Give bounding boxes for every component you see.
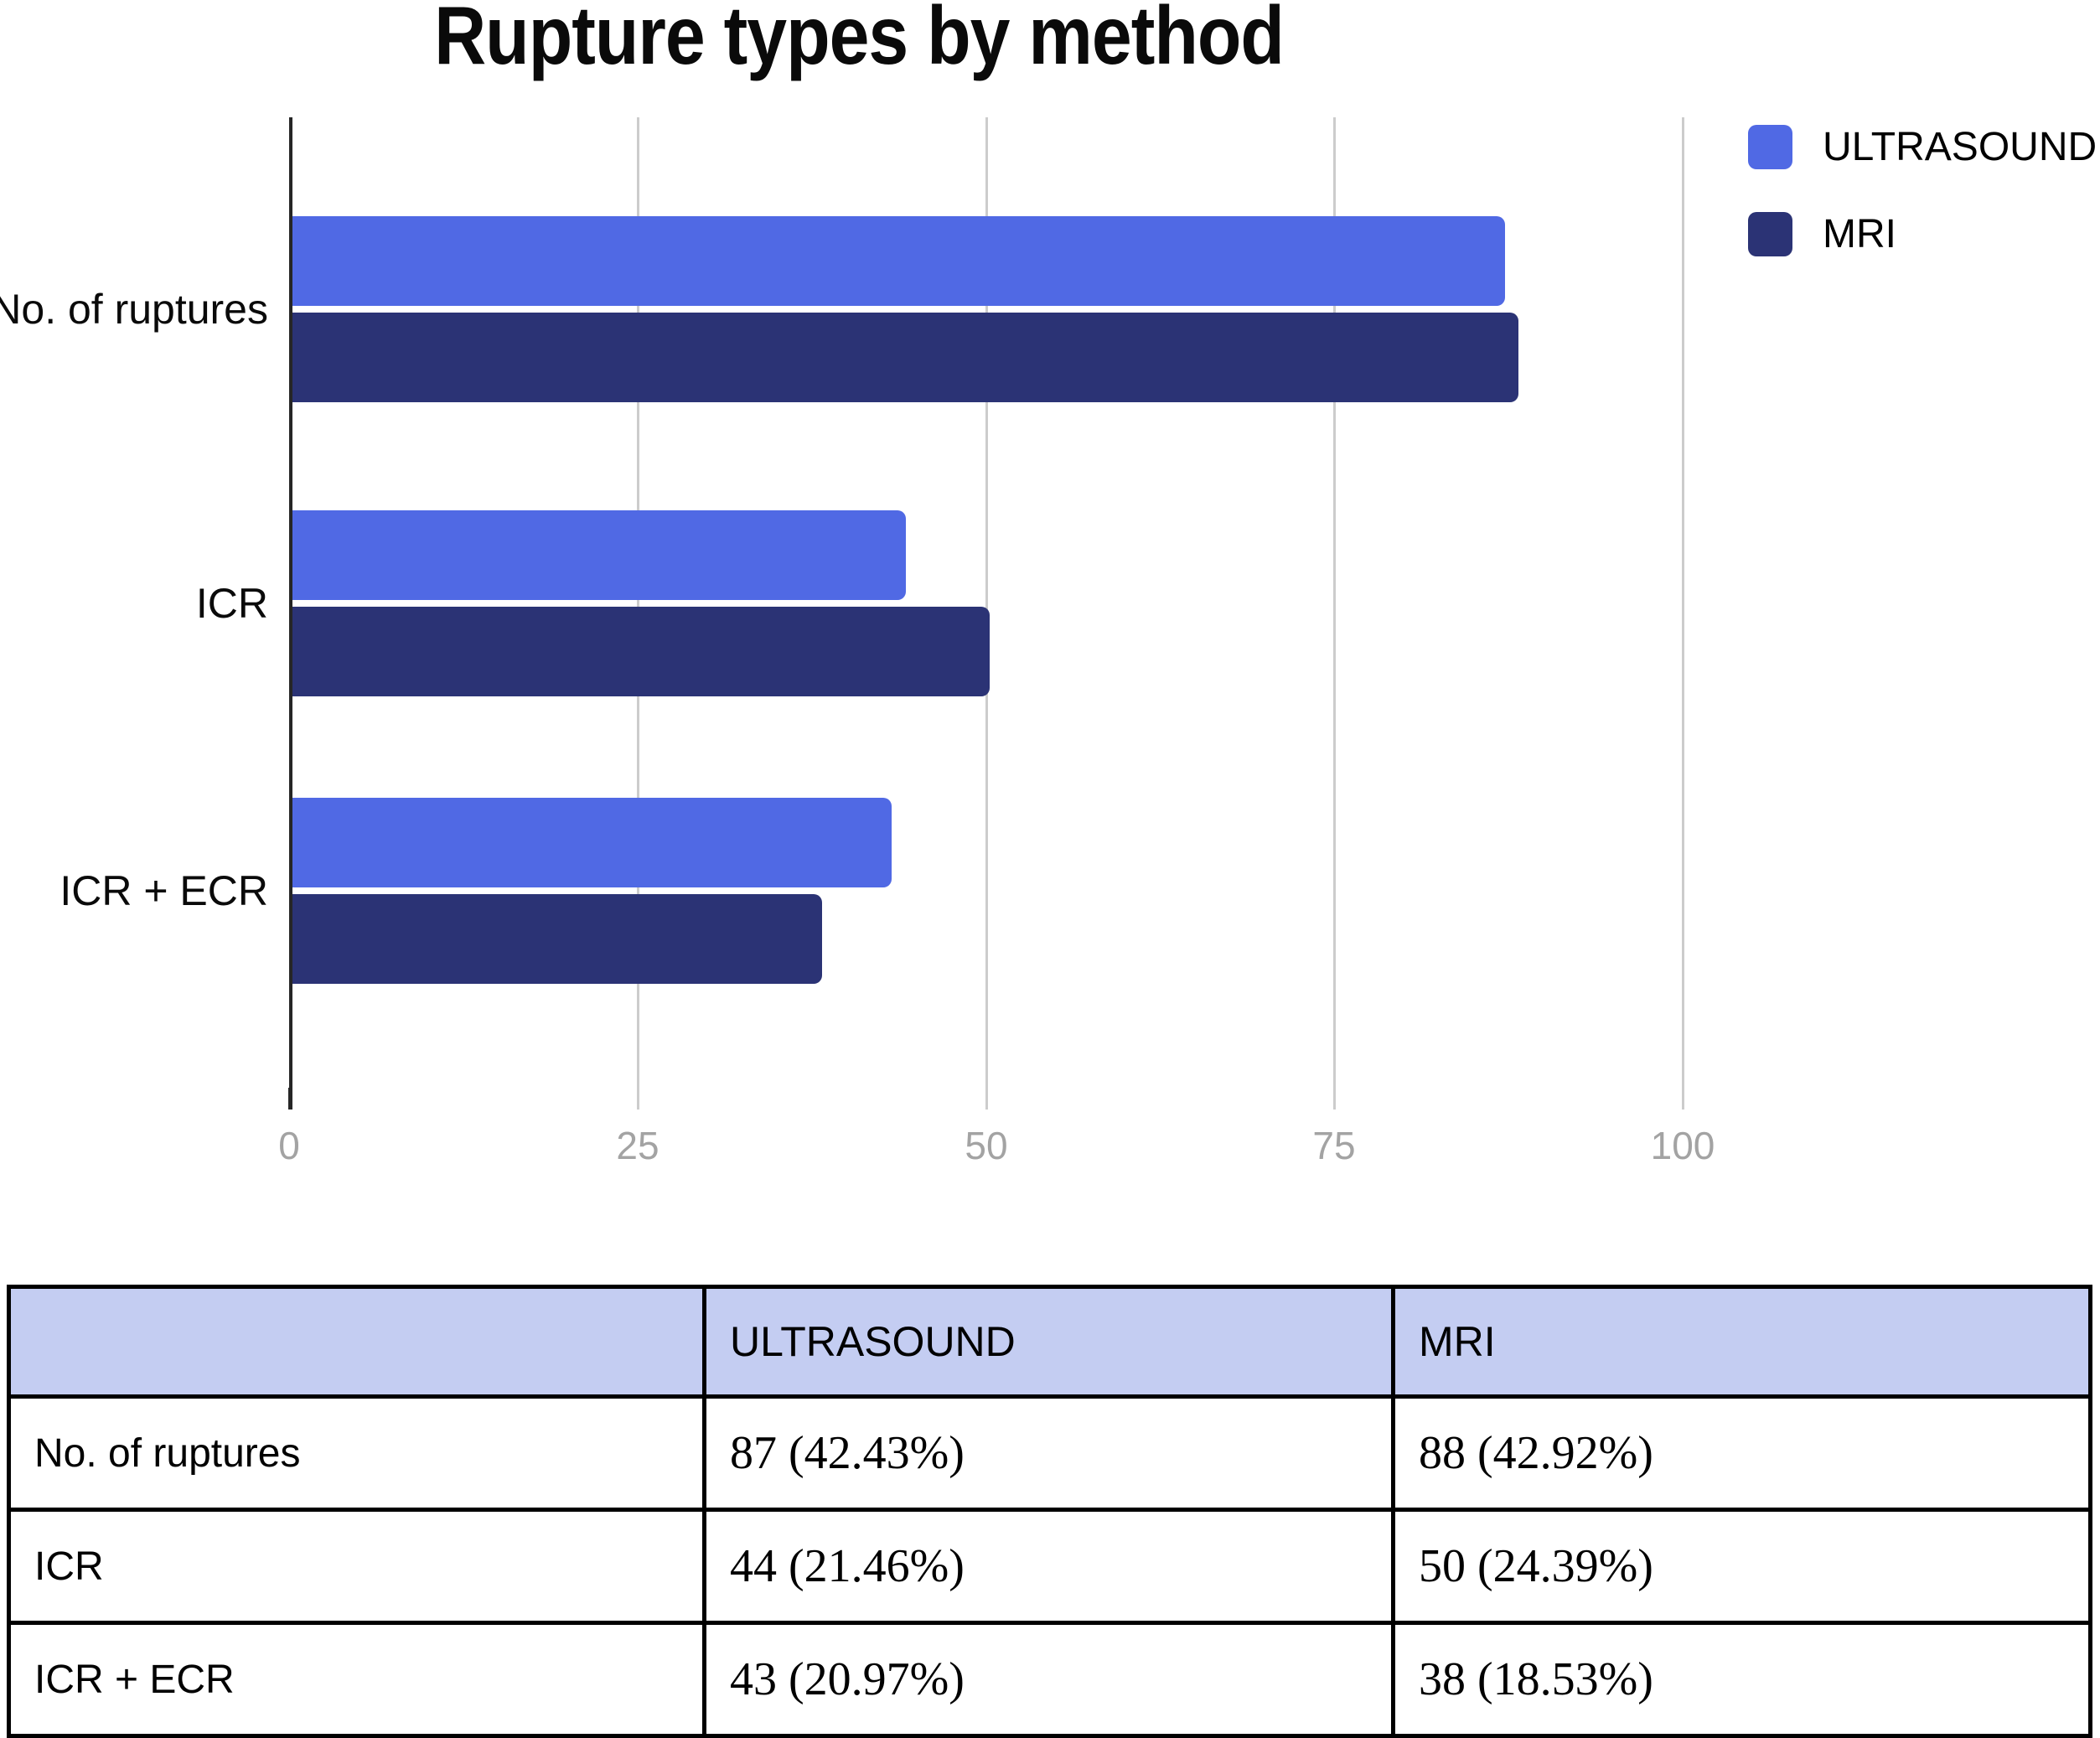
legend-item-ultrasound: ULTRASOUND bbox=[1748, 124, 2097, 169]
bar-ultrasound-2 bbox=[292, 510, 906, 600]
legend-swatch-mri bbox=[1748, 211, 1792, 256]
ultrasound-value-cell: 43 (20.97%) bbox=[702, 1621, 1395, 1738]
category-label: ICR bbox=[195, 580, 268, 627]
table-header-ultrasound: ULTRASOUND bbox=[702, 1285, 1395, 1399]
gridline bbox=[1682, 117, 1684, 1088]
row-label-cell: ICR + ECR bbox=[7, 1621, 706, 1738]
bar-ultrasound-1 bbox=[292, 216, 1505, 306]
legend-item-mri: MRI bbox=[1748, 211, 2097, 256]
legend-label-mri: MRI bbox=[1823, 211, 1896, 256]
legend: ULTRASOUND MRI bbox=[1748, 124, 2097, 298]
y-axis-line bbox=[289, 117, 292, 1110]
legend-label-ultrasound: ULTRASOUND bbox=[1823, 124, 2097, 169]
ultrasound-value-cell: 44 (21.46%) bbox=[702, 1508, 1395, 1625]
plot-area: 0 25 50 75 100 No. of ruptures ICR ICR + ECR bbox=[0, 117, 1764, 1167]
tick-label: 75 bbox=[1312, 1124, 1356, 1167]
table-row: No. of ruptures 87 (42.43%) 88 (42.92%) bbox=[7, 1394, 2092, 1512]
gridline bbox=[1333, 117, 1336, 1088]
ultrasound-value-cell: 87 (42.43%) bbox=[702, 1394, 1395, 1512]
tick-mark bbox=[637, 1088, 639, 1110]
data-table: ULTRASOUND MRI No. of ruptures 87 (42.43… bbox=[7, 1285, 2092, 1738]
tick-mark bbox=[1682, 1088, 1684, 1110]
bar-mri-3 bbox=[292, 894, 822, 984]
tick-label: 0 bbox=[278, 1124, 300, 1167]
tick-mark bbox=[985, 1088, 988, 1110]
table-row: ICR 44 (21.46%) 50 (24.39%) bbox=[7, 1508, 2092, 1625]
chart-title: Rupture types by method bbox=[434, 0, 1285, 82]
bar-mri-2 bbox=[292, 607, 990, 696]
mri-value-cell: 88 (42.92%) bbox=[1391, 1394, 2092, 1512]
gridline bbox=[637, 117, 639, 1088]
tick-label: 100 bbox=[1650, 1124, 1715, 1167]
bar-ultrasound-3 bbox=[292, 798, 892, 887]
table-header-mri: MRI bbox=[1391, 1285, 2092, 1399]
gridline bbox=[985, 117, 988, 1088]
category-label: No. of ruptures bbox=[0, 286, 268, 333]
row-label-cell: ICR bbox=[7, 1508, 706, 1625]
mri-value-cell: 50 (24.39%) bbox=[1391, 1508, 2092, 1625]
bar-mri-1 bbox=[292, 313, 1518, 402]
category-label: ICR + ECR bbox=[59, 867, 268, 914]
mri-value-cell: 38 (18.53%) bbox=[1391, 1621, 2092, 1738]
table-header-empty bbox=[7, 1285, 706, 1399]
tick-label: 50 bbox=[965, 1124, 1008, 1167]
table-header-row: ULTRASOUND MRI bbox=[7, 1285, 2092, 1399]
tick-mark bbox=[1333, 1088, 1336, 1110]
legend-swatch-ultrasound bbox=[1748, 124, 1792, 169]
tick-label: 25 bbox=[616, 1124, 659, 1167]
row-label-cell: No. of ruptures bbox=[7, 1394, 706, 1512]
table-row: ICR + ECR 43 (20.97%) 38 (18.53%) bbox=[7, 1621, 2092, 1738]
